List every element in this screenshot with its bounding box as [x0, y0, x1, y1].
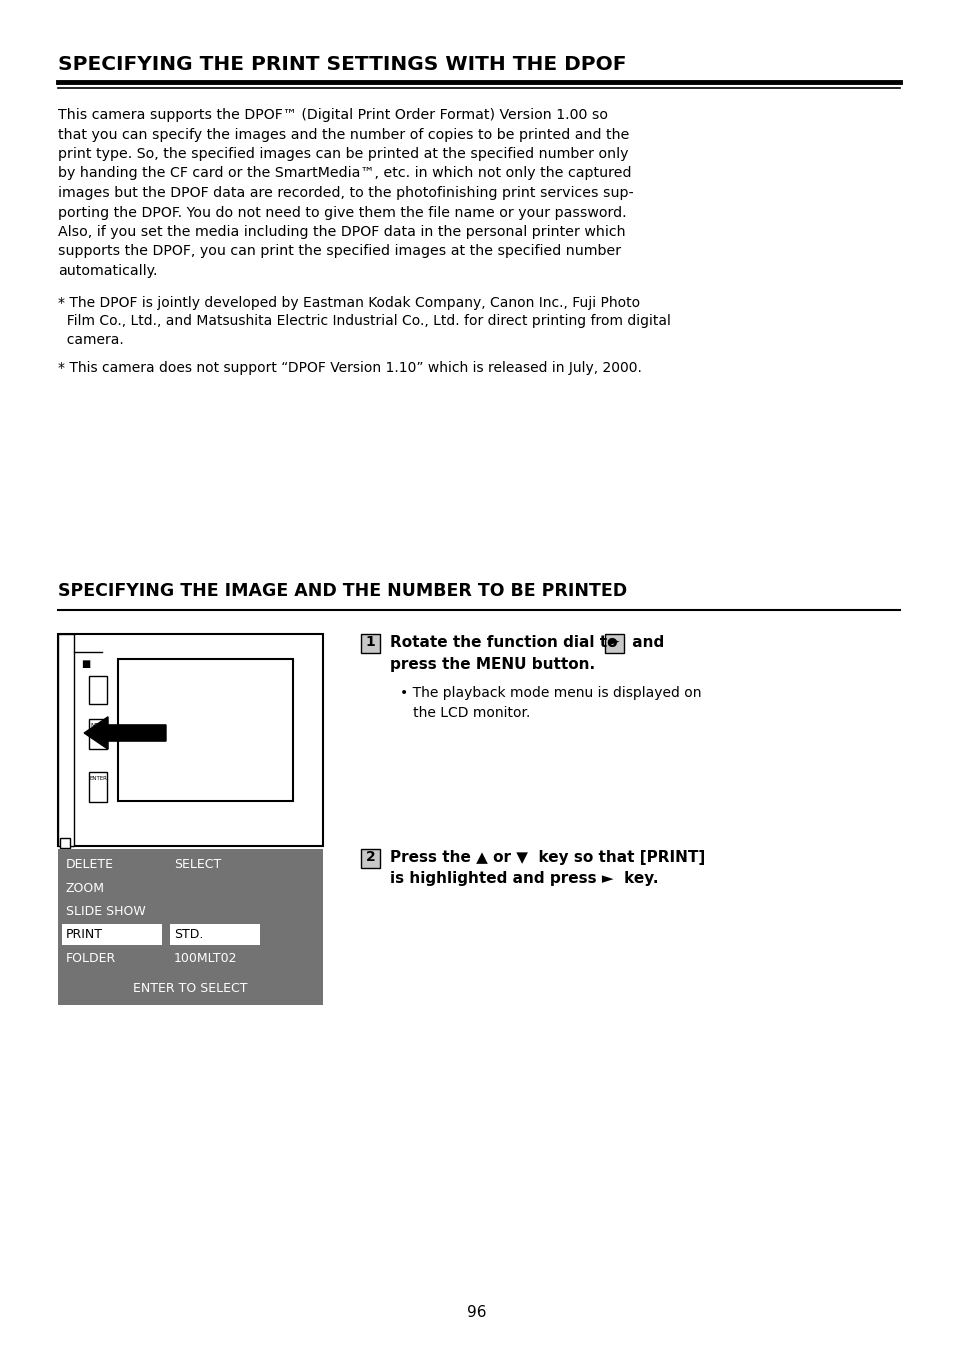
Bar: [360, 849, 379, 867]
Text: that you can specify the images and the number of copies to be printed and the: that you can specify the images and the …: [58, 128, 629, 142]
Text: SPECIFYING THE PRINT SETTINGS WITH THE DPOF: SPECIFYING THE PRINT SETTINGS WITH THE D…: [58, 55, 626, 74]
Text: camera.: camera.: [58, 333, 124, 347]
Text: supports the DPOF, you can print the specified images at the specified number: supports the DPOF, you can print the spe…: [58, 244, 620, 259]
Bar: [604, 634, 623, 653]
Text: SPECIFYING THE IMAGE AND THE NUMBER TO BE PRINTED: SPECIFYING THE IMAGE AND THE NUMBER TO B…: [58, 581, 626, 600]
Bar: [170, 924, 260, 946]
Text: Also, if you set the media including the DPOF data in the personal printer which: Also, if you set the media including the…: [58, 225, 625, 239]
Text: This camera supports the DPOF™ (Digital Print Order Format) Version 1.00 so: This camera supports the DPOF™ (Digital …: [58, 108, 607, 121]
Bar: [89, 772, 107, 803]
Text: SLIDE SHOW: SLIDE SHOW: [66, 905, 146, 919]
Bar: [58, 849, 323, 1005]
Text: PRINT: PRINT: [66, 928, 103, 942]
Bar: [89, 719, 107, 749]
Text: the LCD monitor.: the LCD monitor.: [399, 706, 530, 720]
Text: press the MENU button.: press the MENU button.: [390, 657, 595, 672]
Text: ZOOM: ZOOM: [66, 881, 105, 894]
Text: ►: ►: [609, 635, 618, 648]
Text: and: and: [626, 635, 663, 650]
Text: SELECT: SELECT: [173, 858, 221, 871]
FancyArrow shape: [84, 716, 166, 749]
Text: DELETE: DELETE: [66, 858, 113, 871]
Text: ENTER: ENTER: [90, 776, 108, 781]
Text: STD.: STD.: [173, 928, 203, 942]
Text: 96: 96: [467, 1304, 486, 1321]
Text: porting the DPOF. You do not need to give them the file name or your password.: porting the DPOF. You do not need to giv…: [58, 205, 626, 220]
Text: print type. So, the specified images can be printed at the specified number only: print type. So, the specified images can…: [58, 147, 628, 161]
Text: • The playback mode menu is displayed on: • The playback mode menu is displayed on: [399, 687, 700, 700]
Bar: [62, 924, 162, 946]
Bar: [58, 634, 323, 846]
Bar: [118, 660, 293, 801]
Text: by handing the CF card or the SmartMedia™, etc. in which not only the captured: by handing the CF card or the SmartMedia…: [58, 166, 631, 181]
Text: images but the DPOF data are recorded, to the photofinishing print services sup-: images but the DPOF data are recorded, t…: [58, 186, 633, 200]
Text: * This camera does not support “DPOF Version 1.10” which is released in July, 20: * This camera does not support “DPOF Ver…: [58, 362, 641, 375]
Text: ■: ■: [81, 660, 91, 669]
Text: 2: 2: [365, 850, 375, 863]
Text: Press the ▲ or ▼  key so that [PRINT]: Press the ▲ or ▼ key so that [PRINT]: [390, 850, 704, 865]
Bar: [60, 838, 70, 849]
Text: 1: 1: [365, 635, 375, 649]
Bar: [58, 634, 74, 846]
Text: 100MLT02: 100MLT02: [173, 952, 237, 965]
Text: Film Co., Ltd., and Matsushita Electric Industrial Co., Ltd. for direct printing: Film Co., Ltd., and Matsushita Electric …: [58, 314, 670, 328]
Text: FOLDER: FOLDER: [66, 952, 116, 965]
Text: ENTER TO SELECT: ENTER TO SELECT: [133, 982, 248, 994]
Bar: [89, 676, 107, 704]
Text: is highlighted and press ►  key.: is highlighted and press ► key.: [390, 871, 658, 886]
Text: Rotate the function dial to: Rotate the function dial to: [390, 635, 622, 650]
Text: * The DPOF is jointly developed by Eastman Kodak Company, Canon Inc., Fuji Photo: * The DPOF is jointly developed by Eastm…: [58, 295, 639, 309]
Text: MENU: MENU: [90, 723, 109, 728]
Text: automatically.: automatically.: [58, 264, 157, 278]
Bar: [360, 634, 379, 653]
